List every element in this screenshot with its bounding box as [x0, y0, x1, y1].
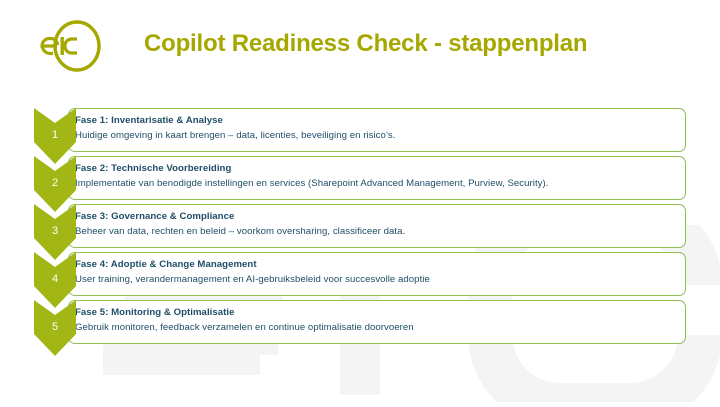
chevron-down-icon — [34, 156, 76, 212]
step-title: Fase 4: Adoptie & Change Management — [75, 259, 257, 270]
list-item[interactable]: 1 Fase 1: Inventarisatie & Analyse Huidi… — [0, 108, 720, 164]
chevron-down-icon — [34, 108, 76, 164]
step-description: Implementatie van benodigde instellingen… — [75, 178, 549, 189]
step-title: Fase 2: Technische Voorbereiding — [75, 163, 232, 174]
step-number: 1 — [51, 128, 59, 141]
step-title: Fase 3: Governance & Compliance — [75, 211, 235, 222]
step-number: 2 — [51, 176, 59, 189]
step-description: Gebruik monitoren, feedback verzamelen e… — [75, 322, 414, 333]
header: Copilot Readiness Check - stappenplan — [0, 0, 720, 92]
step-description: User training, verandermanagement en AI-… — [75, 274, 430, 285]
step-box[interactable]: Fase 3: Governance & Compliance Beheer v… — [68, 204, 686, 248]
list-item[interactable]: 2 Fase 2: Technische Voorbereiding Imple… — [0, 156, 720, 212]
steps-list: 1 Fase 1: Inventarisatie & Analyse Huidi… — [0, 108, 720, 356]
step-description: Huidige omgeving in kaart brengen – data… — [75, 130, 396, 141]
step-number: 5 — [51, 320, 59, 333]
step-box[interactable]: Fase 5: Monitoring & Optimalisatie Gebru… — [68, 300, 686, 344]
chevron-down-icon — [34, 252, 76, 308]
page-title: Copilot Readiness Check - stappenplan — [144, 30, 588, 57]
step-number: 4 — [51, 272, 59, 285]
step-box[interactable]: Fase 2: Technische Voorbereiding Impleme… — [68, 156, 686, 200]
chevron-down-icon — [34, 204, 76, 260]
chevron-down-icon — [34, 300, 76, 356]
list-item[interactable]: 4 Fase 4: Adoptie & Change Management Us… — [0, 252, 720, 308]
step-number: 3 — [51, 224, 59, 237]
step-box[interactable]: Fase 4: Adoptie & Change Management User… — [68, 252, 686, 296]
step-description: Beheer van data, rechten en beleid – voo… — [75, 226, 406, 237]
step-title: Fase 1: Inventarisatie & Analyse — [75, 115, 223, 126]
step-title: Fase 5: Monitoring & Optimalisatie — [75, 307, 235, 318]
step-box[interactable]: Fase 1: Inventarisatie & Analyse Huidige… — [68, 108, 686, 152]
eic-logo-icon — [36, 20, 102, 72]
list-item[interactable]: 3 Fase 3: Governance & Compliance Beheer… — [0, 204, 720, 260]
list-item[interactable]: 5 Fase 5: Monitoring & Optimalisatie Geb… — [0, 300, 720, 356]
